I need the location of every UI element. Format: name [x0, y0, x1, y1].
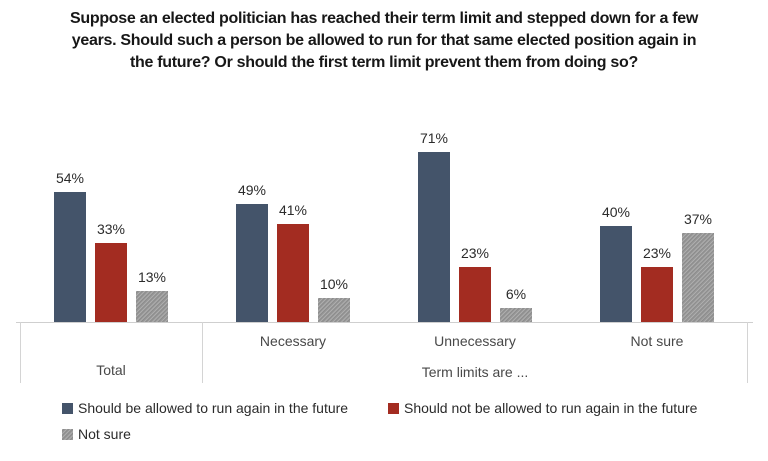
bar-value-label-total-should-not-be-allowed-to-run-again-in-the-future: 33%: [96, 221, 126, 237]
bar-value-label-unnecessary-not-sure: 6%: [505, 286, 527, 302]
bar-value-label-unnecessary-should-not-be-allowed-to-run-again-in-the-future: 23%: [460, 245, 490, 261]
bar-necessary-should-not-be-allowed-to-run-again-in-the-future: [277, 224, 309, 322]
legend-swatch-gray-icon: [62, 428, 73, 440]
legend-label: Should be allowed to run again in the fu…: [78, 400, 349, 416]
legend-item-should-not-be-allowed: Should not be allowed to run again in th…: [388, 400, 697, 416]
legend-swatch-red-icon: [388, 402, 399, 414]
bar-unnecessary-should-not-be-allowed-to-run-again-in-the-future: [459, 267, 491, 322]
category-label-necessary: Necessary: [259, 333, 327, 349]
bar-not-sure-should-not-be-allowed-to-run-again-in-the-future: [641, 267, 673, 322]
bar-value-label-necessary-should-not-be-allowed-to-run-again-in-the-future: 41%: [278, 202, 308, 218]
bar-value-label-not-sure-not-sure: 37%: [683, 211, 713, 227]
legend-label: Should not be allowed to run again in th…: [404, 400, 698, 416]
bar-not-sure-not-sure: [682, 233, 714, 322]
legend-label: Not sure: [78, 426, 131, 442]
axis-divider-left: [20, 322, 21, 383]
legend-swatch-blue-icon: [62, 402, 73, 414]
bar-value-label-necessary-should-be-allowed-to-run-again-in-the-future: 49%: [237, 182, 267, 198]
chart-title: Suppose an elected politician has reache…: [70, 10, 698, 71]
category-label-unnecessary: Unnecessary: [434, 333, 516, 349]
axis-divider-mid: [202, 322, 203, 383]
category-axis: Total Term limits are ... Necessary Unnec…: [0, 322, 768, 383]
bar-value-label-total-should-be-allowed-to-run-again-in-the-future: 54%: [55, 170, 85, 186]
bar-unnecessary-should-be-allowed-to-run-again-in-the-future: [418, 152, 450, 322]
bar-unnecessary-not-sure: [500, 308, 532, 322]
axis-divider-right: [747, 322, 748, 383]
bar-value-label-total-not-sure: 13%: [137, 269, 167, 285]
bar-necessary-should-be-allowed-to-run-again-in-the-future: [236, 204, 268, 322]
legend-item-should-be-allowed: Should be allowed to run again in the fu…: [62, 400, 348, 416]
legend: Should be allowed to run again in the fu…: [0, 392, 768, 452]
bar-value-label-necessary-not-sure: 10%: [319, 276, 349, 292]
bar-total-should-be-allowed-to-run-again-in-the-future: [54, 192, 86, 322]
x-axis-line: [16, 322, 753, 323]
plot-area: 54% 33% 13% 49% 41% 10% 71% 23% 6% 40% 23% 37%: [54, 130, 714, 322]
bar-total-should-not-be-allowed-to-run-again-in-the-future: [95, 243, 127, 322]
bar-total-not-sure: [136, 291, 168, 322]
bar-value-label-not-sure-should-be-allowed-to-run-again-in-the-future: 40%: [601, 204, 631, 220]
bar-value-label-not-sure-should-not-be-allowed-to-run-again-in-the-future: 23%: [642, 245, 672, 261]
bar-not-sure-should-be-allowed-to-run-again-in-the-future: [600, 226, 632, 322]
category-label-total: Total: [96, 362, 126, 378]
bar-value-label-unnecessary-should-be-allowed-to-run-again-in-the-future: 71%: [419, 130, 449, 146]
category-label-not-sure: Not sure: [630, 333, 684, 349]
legend-item-not-sure: Not sure: [62, 426, 131, 442]
axis-group-label-term-limits: Term limits are ...: [421, 364, 529, 380]
bar-necessary-not-sure: [318, 298, 350, 322]
